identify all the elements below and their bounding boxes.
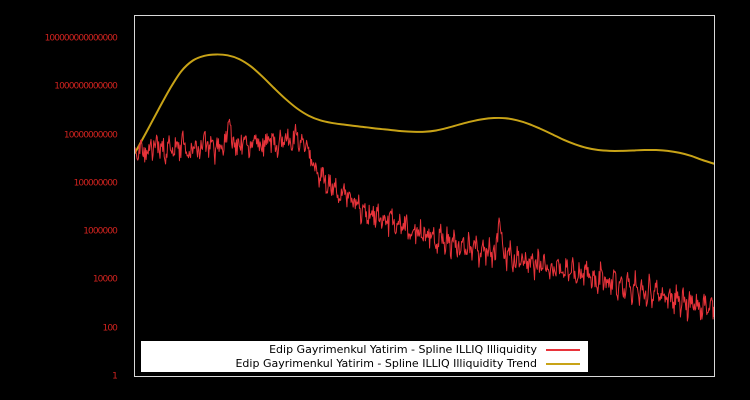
y-tick-label: 10000 [92, 274, 118, 285]
legend-item: Edip Gayrimenkul Yatirim - Spline ILLIQ … [141, 343, 580, 357]
y-tick-label: 1 [112, 371, 118, 382]
legend-item: Edip Gayrimenkul Yatirim - Spline ILLIQ … [141, 357, 580, 371]
plot-area [134, 15, 715, 377]
legend-label: Edip Gayrimenkul Yatirim - Spline ILLIQ … [235, 356, 537, 370]
y-tick-label: 100000000 [73, 178, 118, 189]
legend-line-sample-trend [546, 362, 580, 365]
y-axis: 100000000000000 1000000000000 10000000000 1… [0, 0, 134, 400]
y-tick-label: 1000000 [83, 226, 118, 237]
legend-line-sample-illiquidity [546, 348, 580, 351]
legend-label: Edip Gayrimenkul Yatirim - Spline ILLIQ … [269, 342, 537, 356]
legend: Edip Gayrimenkul Yatirim - Spline ILLIQ … [141, 341, 588, 372]
y-tick-label: 100 [102, 323, 118, 334]
line-trend [135, 53, 714, 165]
y-tick-label: 1000000000000 [54, 81, 118, 92]
line-illiquidity [135, 118, 714, 322]
data-series-svg [135, 53, 714, 322]
y-tick-label: 100000000000000 [44, 33, 118, 44]
y-tick-label: 10000000000 [63, 130, 118, 141]
